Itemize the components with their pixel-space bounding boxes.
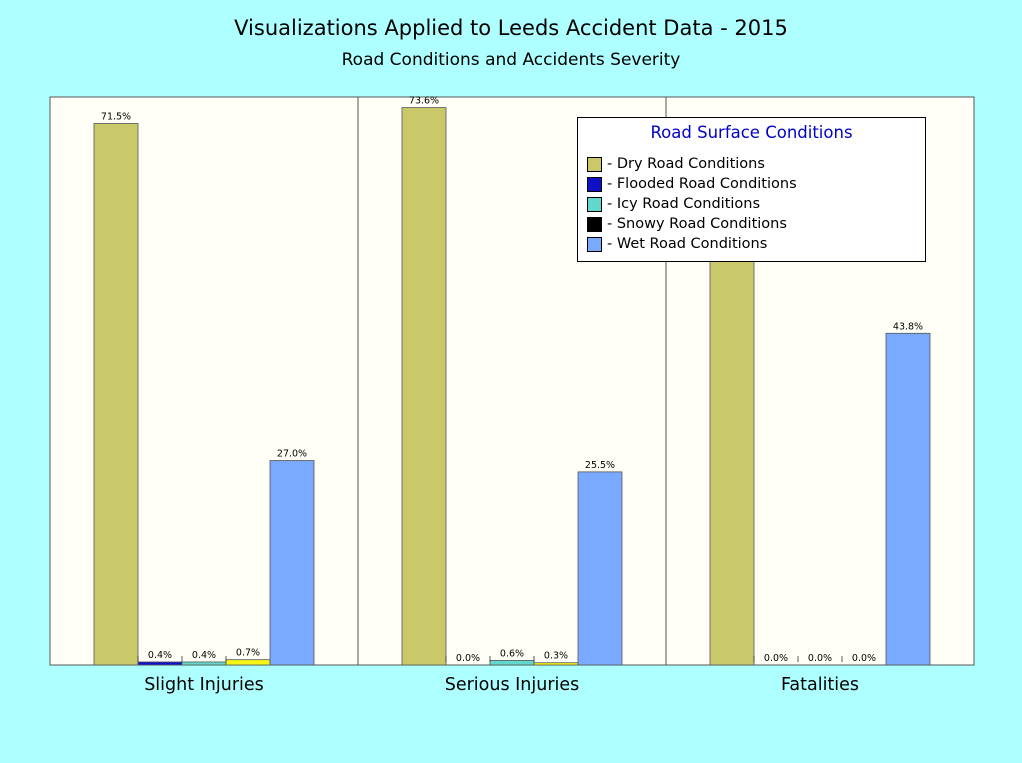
data-label-serious-injuries-snowy-road-conditions: 0.3% xyxy=(544,651,568,662)
data-label-slight-injuries-wet-road-conditions: 27.0% xyxy=(277,449,307,460)
data-label-slight-injuries-snowy-road-conditions: 0.7% xyxy=(236,648,260,659)
legend-swatch-dry xyxy=(587,156,602,172)
legend-title: Road Surface Conditions xyxy=(650,123,853,142)
bar-slight-injuries-dry-road-conditions xyxy=(93,123,139,666)
legend-item-snowy: - Snowy Road Conditions xyxy=(587,214,925,234)
data-label-fatalities-flooded-road-conditions: 0.0% xyxy=(764,653,788,664)
bar-slight-injuries-wet-road-conditions xyxy=(269,460,315,666)
data-label-serious-injuries-icy-road-conditions: 0.6% xyxy=(500,648,524,659)
legend-swatch-flooded xyxy=(587,176,602,192)
data-label-slight-injuries-dry-road-conditions: 71.5% xyxy=(101,112,131,123)
chart-subtitle: Road Conditions and Accidents Severity xyxy=(341,50,681,70)
category-label-serious-injuries: Serious Injuries xyxy=(445,675,580,695)
data-label-serious-injuries-flooded-road-conditions: 0.0% xyxy=(456,653,480,664)
legend-swatch-snowy xyxy=(587,216,602,232)
legend-swatch-icy xyxy=(587,196,602,212)
legend-label-snowy: - Snowy Road Conditions xyxy=(607,216,787,232)
legend-item-icy: - Icy Road Conditions xyxy=(587,194,925,214)
bar-slight-injuries-icy-road-conditions xyxy=(181,661,227,666)
legend: Road Surface Conditions - Dry Road Condi… xyxy=(577,117,926,262)
bar-slight-injuries-flooded-road-conditions xyxy=(137,661,183,666)
bar-serious-injuries-snowy-road-conditions xyxy=(533,662,579,666)
legend-label-icy: - Icy Road Conditions xyxy=(607,196,761,212)
data-label-serious-injuries-dry-road-conditions: 73.6% xyxy=(409,96,439,107)
category-label-fatalities: Fatalities xyxy=(781,675,859,695)
legend-items: - Dry Road Conditions - Flooded Road Con… xyxy=(587,154,925,254)
category-label-slight-injuries: Slight Injuries xyxy=(144,675,264,695)
legend-label-flooded: - Flooded Road Conditions xyxy=(607,176,797,192)
bar-serious-injuries-wet-road-conditions xyxy=(577,471,623,666)
data-label-serious-injuries-wet-road-conditions: 25.5% xyxy=(585,460,615,471)
bar-fatalities-wet-road-conditions xyxy=(885,332,931,666)
data-label-fatalities-icy-road-conditions: 0.0% xyxy=(808,653,832,664)
legend-swatch-wet xyxy=(587,236,602,252)
data-label-fatalities-wet-road-conditions: 43.8% xyxy=(893,321,923,332)
data-label-slight-injuries-flooded-road-conditions: 0.4% xyxy=(148,650,172,661)
data-label-slight-injuries-icy-road-conditions: 0.4% xyxy=(192,650,216,661)
legend-item-dry: - Dry Road Conditions xyxy=(587,154,925,174)
legend-label-wet: - Wet Road Conditions xyxy=(607,236,768,252)
legend-item-wet: - Wet Road Conditions xyxy=(587,234,925,254)
legend-label-dry: - Dry Road Conditions xyxy=(607,156,765,172)
chart-title: Visualizations Applied to Leeds Accident… xyxy=(234,16,788,40)
legend-item-flooded: - Flooded Road Conditions xyxy=(587,174,925,194)
bar-serious-injuries-icy-road-conditions xyxy=(489,660,535,666)
bar-serious-injuries-dry-road-conditions xyxy=(401,107,447,666)
bar-slight-injuries-snowy-road-conditions xyxy=(225,659,271,666)
bar-fatalities-dry-road-conditions xyxy=(709,238,755,666)
data-label-fatalities-snowy-road-conditions: 0.0% xyxy=(852,653,876,664)
